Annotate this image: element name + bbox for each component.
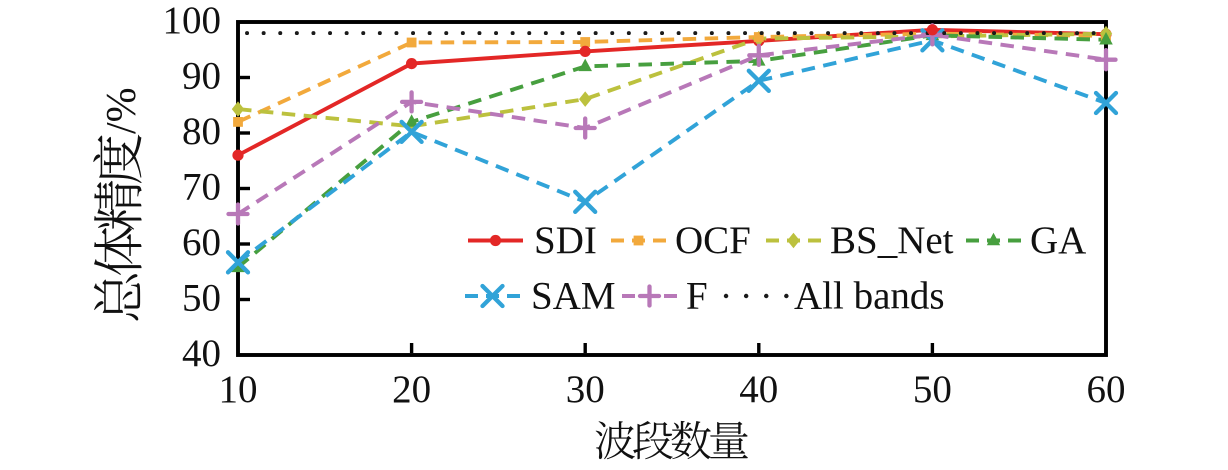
svg-text:40: 40	[182, 332, 221, 375]
svg-text:70: 70	[182, 166, 221, 209]
svg-text:80: 80	[182, 110, 221, 153]
svg-text:OCF: OCF	[675, 219, 751, 262]
svg-text:50: 50	[182, 277, 221, 320]
svg-text:SAM: SAM	[531, 275, 616, 318]
svg-text:20: 20	[392, 368, 431, 411]
svg-text:40: 40	[739, 368, 778, 411]
svg-text:60: 60	[1087, 368, 1126, 411]
svg-text:GA: GA	[1030, 219, 1086, 262]
svg-text:10: 10	[219, 368, 258, 411]
svg-text:SDI: SDI	[534, 219, 597, 262]
svg-text:30: 30	[566, 368, 605, 411]
svg-text:90: 90	[182, 55, 221, 98]
svg-text:All bands: All bands	[794, 275, 945, 318]
svg-text:/%: /%	[99, 87, 145, 134]
svg-text:F: F	[686, 275, 708, 318]
svg-text:BS_Net: BS_Net	[830, 219, 954, 262]
svg-text:60: 60	[182, 221, 221, 264]
svg-text:50: 50	[913, 368, 952, 411]
svg-text:100: 100	[163, 0, 222, 42]
